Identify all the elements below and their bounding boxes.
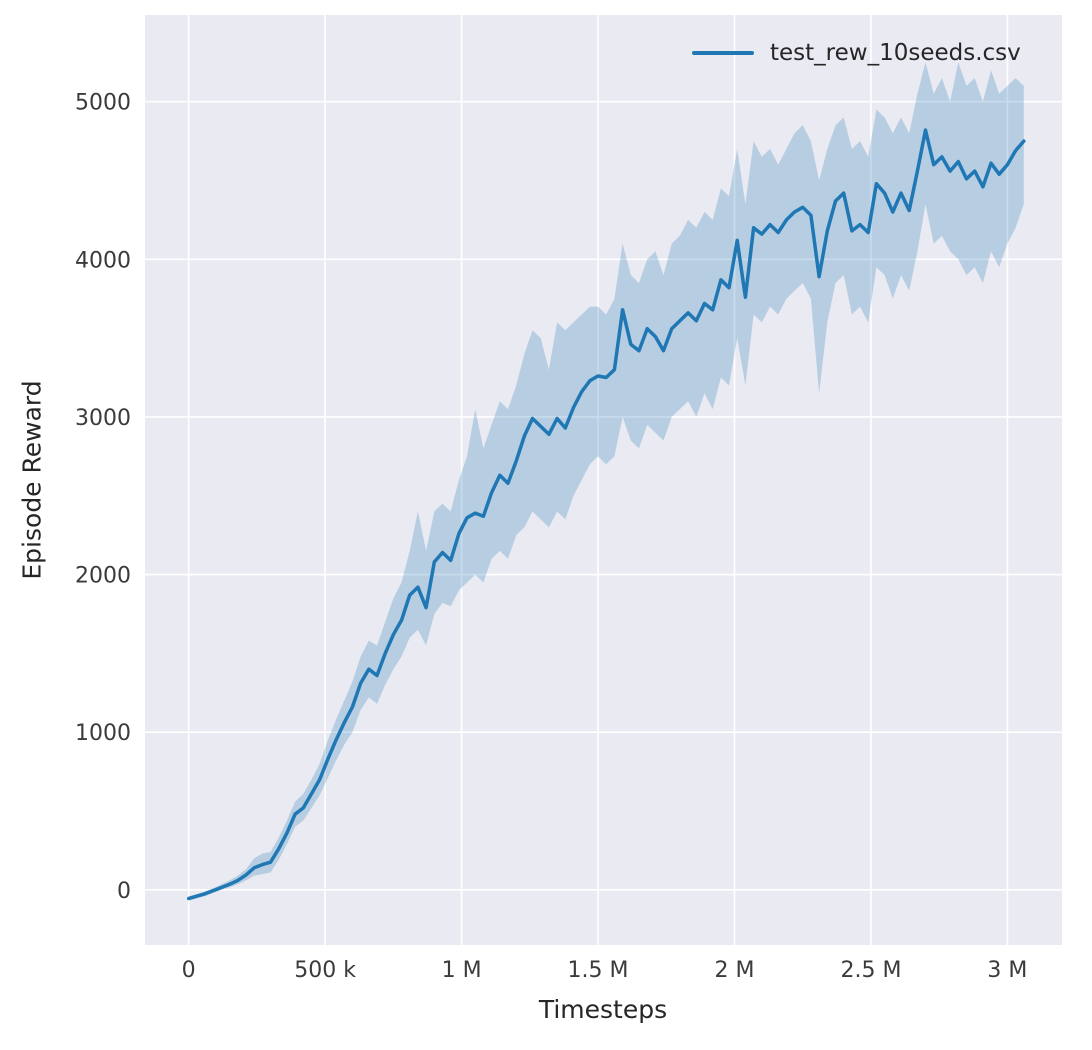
y-tick-label: 2000 <box>75 564 131 589</box>
legend-label: test_rew_10seeds.csv <box>770 40 1021 66</box>
y-tick-label: 1000 <box>75 721 131 746</box>
x-tick-label: 2.5 M <box>840 958 901 983</box>
x-tick-label: 500 k <box>294 958 356 983</box>
y-tick-label: 3000 <box>75 406 131 431</box>
x-axis-label: Timesteps <box>538 995 668 1024</box>
x-tick-label: 2 M <box>715 958 755 983</box>
x-tick-label: 3 M <box>987 958 1027 983</box>
x-tick-label: 1.5 M <box>568 958 629 983</box>
plot-area <box>145 15 1062 945</box>
y-axis-label: Episode Reward <box>17 380 47 580</box>
legend-line-swatch <box>692 50 754 56</box>
x-tick-label: 0 <box>182 958 196 983</box>
y-tick-label: 4000 <box>75 248 131 273</box>
legend: test_rew_10seeds.csv <box>692 40 1021 66</box>
reward-mean-line <box>186 128 1026 901</box>
reward-std-band <box>188 62 1024 901</box>
y-tick-label: 0 <box>117 879 131 904</box>
y-tick-label: 5000 <box>75 91 131 116</box>
x-tick-label: 1 M <box>442 958 482 983</box>
